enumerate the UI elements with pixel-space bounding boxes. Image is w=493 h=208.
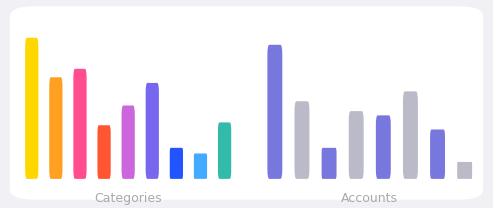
FancyBboxPatch shape <box>294 101 310 179</box>
FancyBboxPatch shape <box>25 38 38 179</box>
FancyBboxPatch shape <box>49 77 63 179</box>
FancyBboxPatch shape <box>430 129 445 179</box>
FancyBboxPatch shape <box>98 125 111 179</box>
Text: Categories: Categories <box>94 192 162 204</box>
FancyBboxPatch shape <box>122 105 135 179</box>
FancyBboxPatch shape <box>267 45 282 179</box>
FancyBboxPatch shape <box>10 6 483 200</box>
FancyBboxPatch shape <box>194 154 207 179</box>
FancyBboxPatch shape <box>321 148 337 179</box>
FancyBboxPatch shape <box>73 69 87 179</box>
FancyBboxPatch shape <box>376 115 391 179</box>
FancyBboxPatch shape <box>349 111 364 179</box>
FancyBboxPatch shape <box>170 148 183 179</box>
Text: Accounts: Accounts <box>341 192 398 204</box>
FancyBboxPatch shape <box>457 162 472 179</box>
FancyBboxPatch shape <box>403 91 418 179</box>
FancyBboxPatch shape <box>145 83 159 179</box>
FancyBboxPatch shape <box>218 123 231 179</box>
